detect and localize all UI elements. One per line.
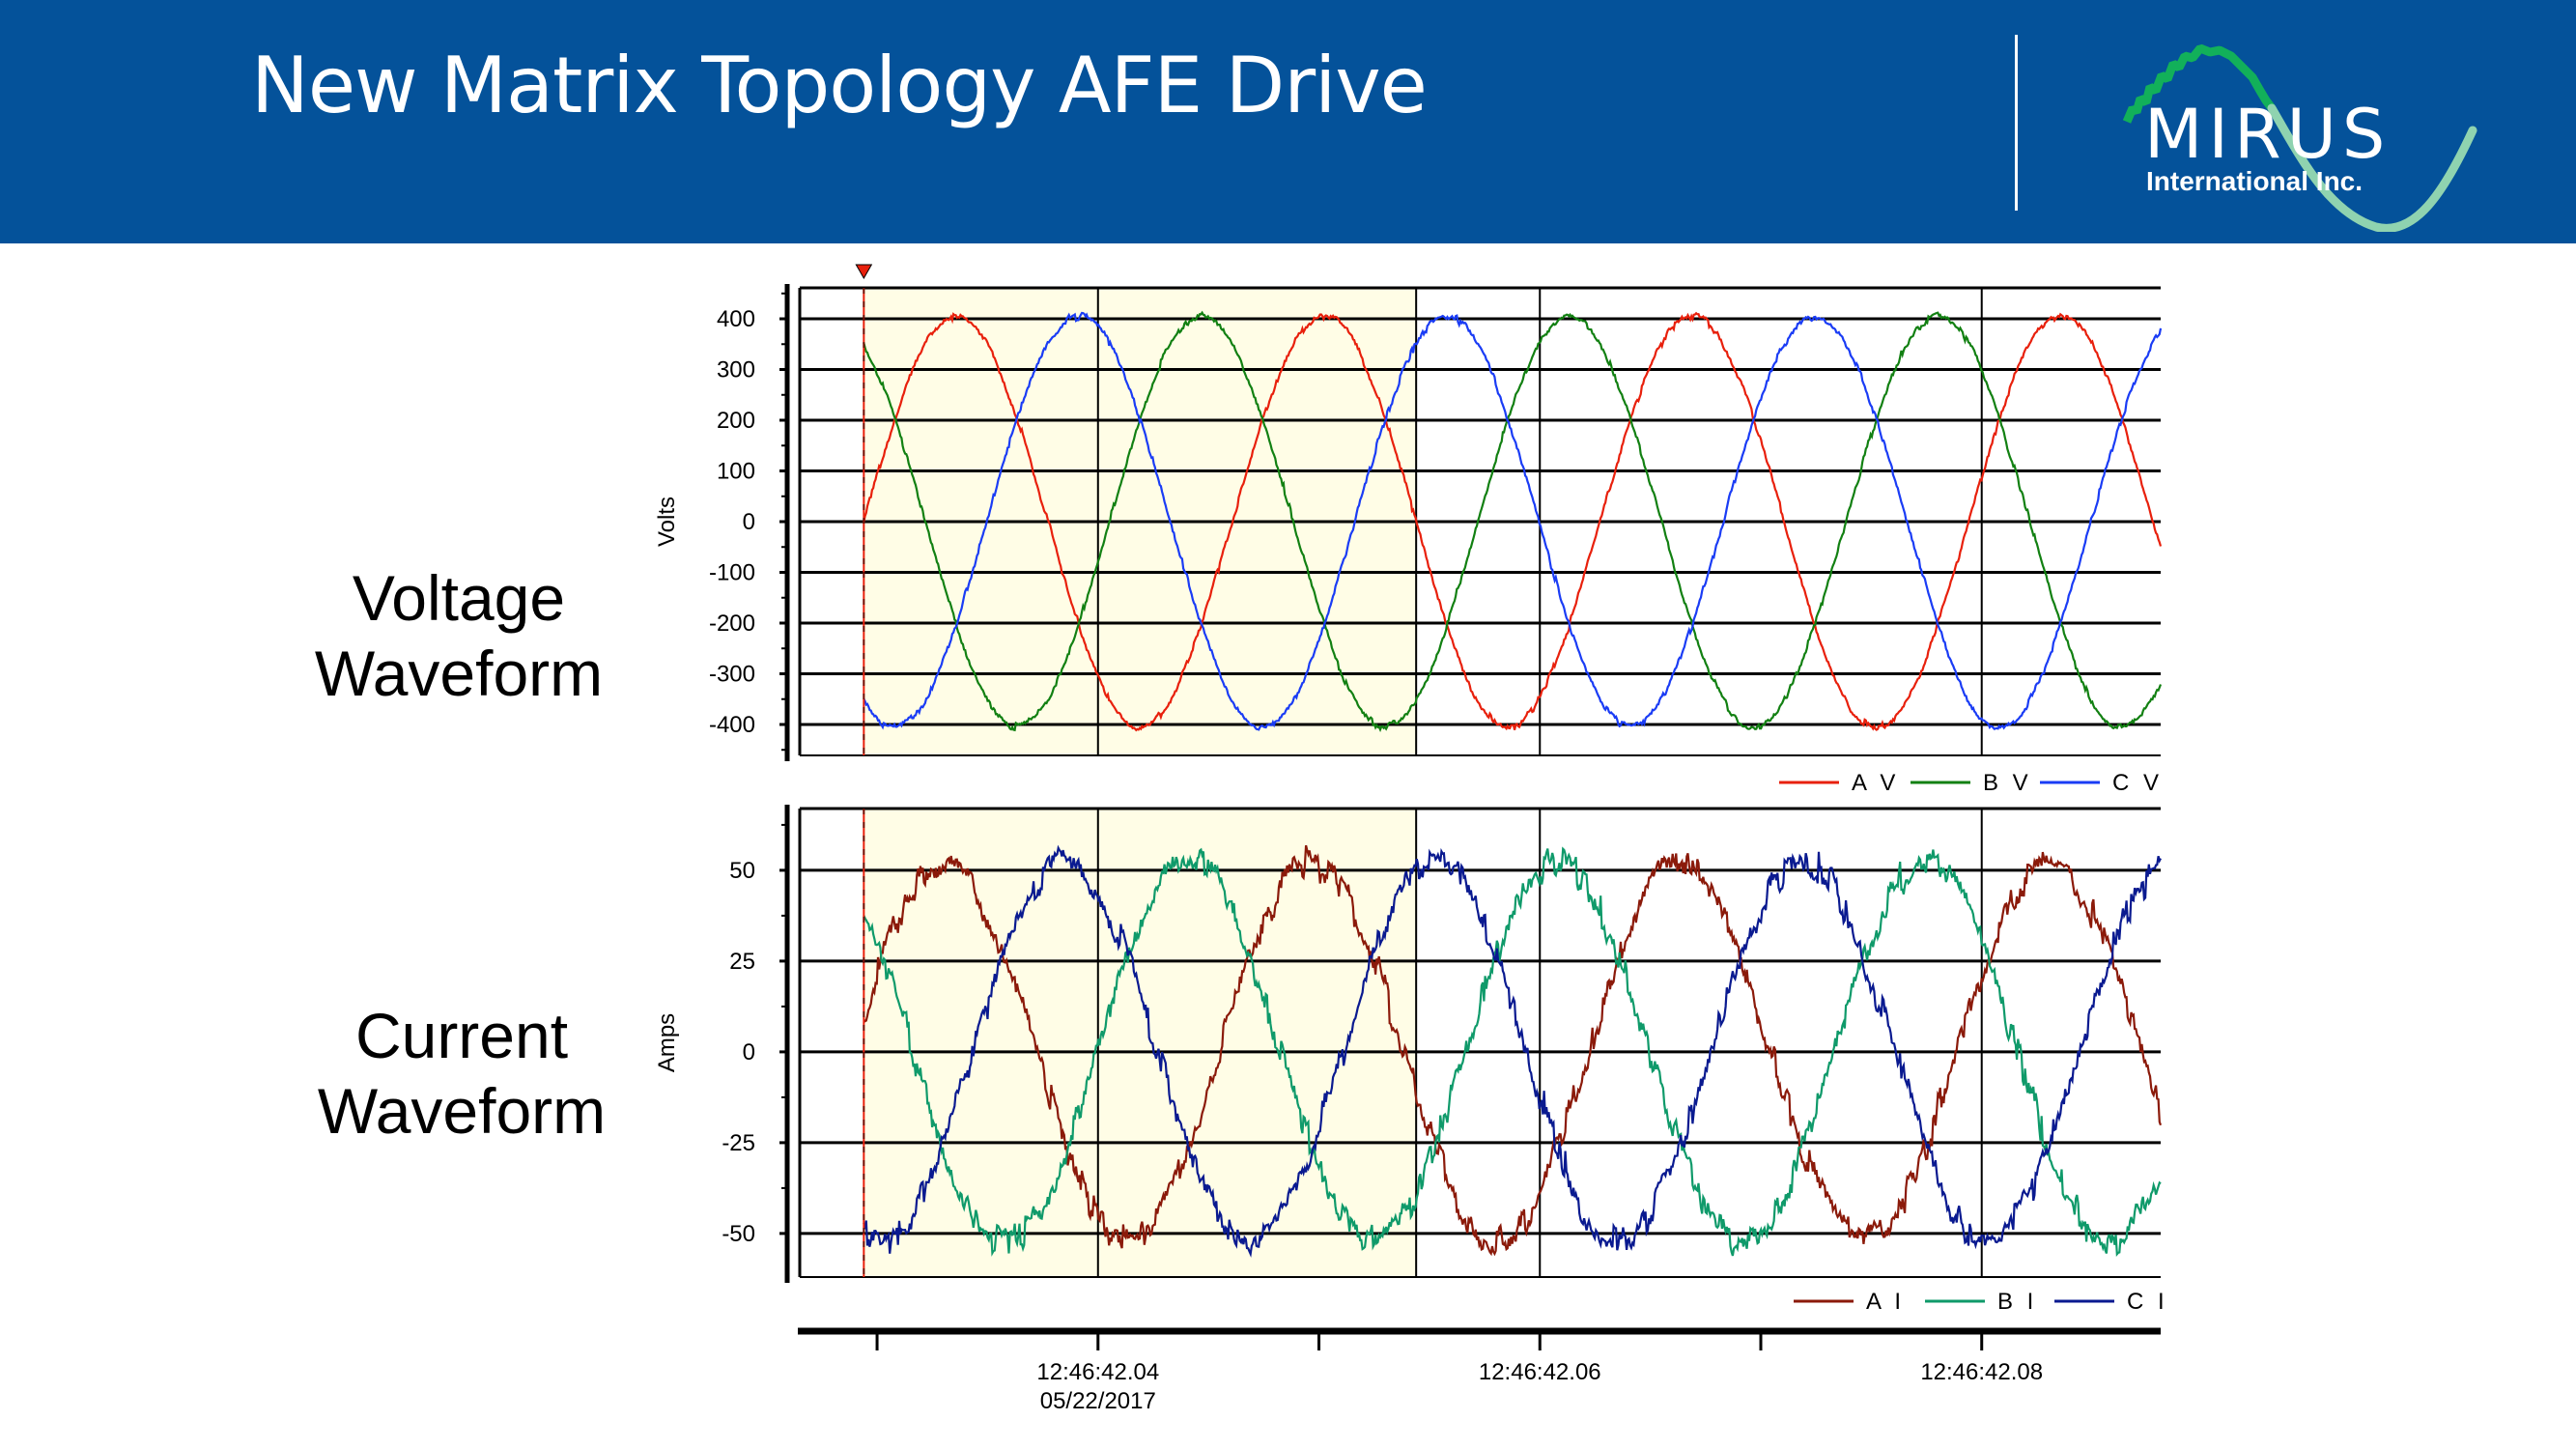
time-axis: 12:46:42.04 05/22/2017 12:46:42.06 12:46:42… [798,1327,2161,1414]
y-tick-label: 100 [717,459,755,485]
logo-jagged-wave [2122,43,2276,124]
legend-label: B V [1983,770,2032,796]
legend-label: A V [1852,770,1899,796]
legend-label: C V [2112,770,2163,796]
y-tick-label: 200 [717,408,755,434]
logo-smooth-wave [2267,103,2477,232]
y-tick-label: 25 [729,949,755,975]
time-tick-label: 12:46:42.06 [1479,1359,1601,1385]
y-tick-label: 0 [743,1039,755,1065]
series-a-v [863,311,2163,732]
y-tick-label: -400 [709,712,755,738]
cursor-marker-icon [855,264,873,280]
slide-title: New Matrix Topology AFE Drive [251,41,1428,130]
legend-label: A I [1866,1289,1905,1315]
current-waveform-label: Current Waveform [317,1000,607,1147]
voltage-chart: 400 300 200 100 0 -100 -200 -300 -400 Volts A V B V… [654,264,2163,796]
time-tick-label: 12:46:42.08 [1920,1359,2043,1385]
y-tick-label: 300 [717,357,755,384]
y-tick-label: -100 [709,559,755,585]
date-label: 05/22/2017 [1040,1388,1156,1414]
y-tick-label: -25 [722,1130,755,1156]
highlight-region [863,809,1417,1277]
slide-header: New Matrix Topology AFE Drive MIRUS Inte… [0,0,2576,243]
logo-wordmark: MIRUS [2144,95,2391,174]
y-axis-label: Amps [654,1013,680,1072]
y-tick-label: -300 [709,661,755,687]
y-tick-label: -50 [722,1221,755,1247]
voltage-waveform-label: Voltage Waveform [314,562,604,709]
mirus-logo: MIRUS International Inc. [2122,43,2477,232]
series-b-v [863,310,2163,732]
header-divider [2015,35,2018,211]
y-tick-label: 400 [717,306,755,332]
y-tick-label: 0 [743,509,755,535]
logo-subtext: International Inc. [2146,166,2363,196]
y-axis-label: Volts [654,497,680,547]
y-tick-label: -200 [709,611,755,637]
legend-label: B I [1997,1289,2037,1315]
time-tick-label: 12:46:42.04 [1036,1359,1159,1385]
series-b-i [863,846,2162,1258]
current-chart: 50 25 0 -25 -50 Amps A I B I C I [654,805,2168,1315]
series-c-i [863,844,2162,1258]
legend-label: C I [2127,1289,2168,1315]
series-c-v [863,311,2163,731]
y-tick-label: 50 [729,858,755,884]
series-a-i [863,844,2163,1257]
